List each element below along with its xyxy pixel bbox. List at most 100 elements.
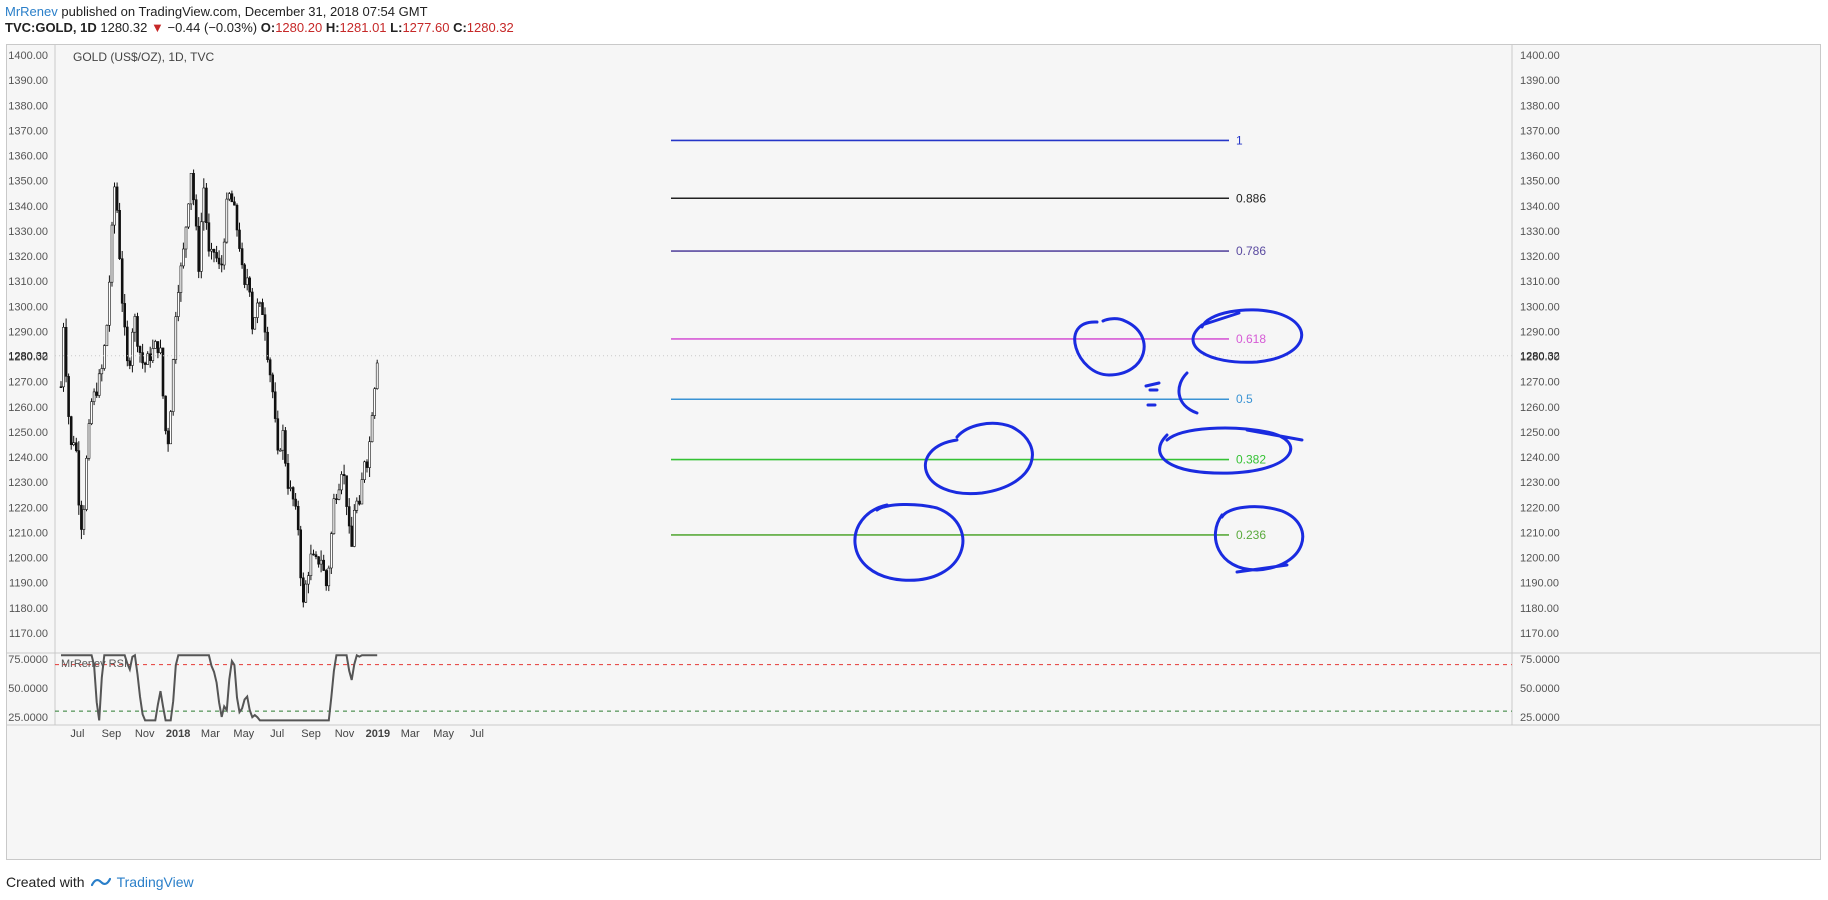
candle-body	[368, 441, 371, 468]
candle-body	[164, 395, 167, 432]
candle-body	[189, 173, 193, 205]
candle-body	[141, 352, 144, 364]
last-price-label-right: 1280.32	[1520, 351, 1560, 363]
y-tick-label-right: 1330.00	[1520, 226, 1560, 238]
candle-body	[355, 500, 359, 511]
candle-body	[105, 324, 109, 346]
x-tick-label: Nov	[135, 728, 155, 740]
y-tick-label-right: 1340.00	[1520, 201, 1560, 213]
y-tick-label-right: 1190.00	[1520, 578, 1559, 590]
candle-body	[72, 442, 75, 446]
candle-body	[151, 348, 155, 361]
candles-group	[59, 169, 379, 608]
y-tick-label-right: 1310.00	[1520, 276, 1560, 288]
tradingview-link[interactable]: TradingView	[116, 874, 194, 890]
y-tick-label-left: 1310.00	[8, 276, 48, 288]
y-tick-label-right: 1380.00	[1520, 100, 1560, 112]
candle-body	[273, 391, 277, 419]
chart-canvas[interactable]: GOLD (US$/OZ), 1D, TVC 1400.00 1400.00 139…	[7, 45, 1820, 859]
fib-level-label: 1	[1236, 133, 1243, 147]
candle-body	[197, 225, 200, 272]
candle-body	[299, 529, 303, 579]
candle-body	[75, 442, 78, 452]
candle-body	[179, 265, 183, 293]
candle-body	[212, 249, 216, 253]
candle-body	[373, 388, 377, 416]
y-tick-label-right: 1360.00	[1520, 151, 1560, 163]
candle-body	[87, 423, 91, 459]
rsi-tick-left: 50.0000	[8, 683, 48, 695]
y-tick-label-left: 1340.00	[8, 201, 48, 213]
candle-body	[69, 416, 73, 446]
candle-body	[335, 498, 338, 501]
candle-body	[154, 341, 157, 349]
candle-body	[358, 500, 361, 505]
y-tick-label-left: 1400.00	[8, 50, 48, 62]
x-tick-label: 2019	[366, 728, 390, 740]
rsi-tick-right: 75.0000	[1520, 654, 1560, 666]
y-tick-label-left: 1390.00	[8, 75, 48, 87]
annotation-circle-high	[1073, 317, 1146, 377]
y-tick-label-right: 1280.00	[1520, 352, 1560, 364]
rsi-line	[61, 653, 378, 722]
x-tick-label: Nov	[335, 728, 355, 740]
symbol-label: TVC:GOLD, 1D	[5, 20, 97, 35]
candle-body	[133, 316, 137, 333]
y-tick-label-left: 1170.00	[9, 628, 48, 640]
candle-body	[332, 498, 336, 535]
candle-body	[138, 346, 142, 353]
candle-body	[296, 505, 300, 531]
y-tick-label-right: 1290.00	[1520, 326, 1560, 338]
candle-body	[202, 187, 206, 223]
candle-body	[97, 373, 101, 396]
candle-body	[215, 252, 218, 259]
candle-body	[291, 487, 295, 500]
y-tick-label-right: 1210.00	[1520, 527, 1560, 539]
y-tick-label-left: 1190.00	[9, 578, 48, 590]
candle-body	[301, 577, 305, 603]
y-tick-label-right: 1390.00	[1520, 75, 1560, 87]
candle-body	[95, 391, 98, 396]
y-tick-label-left: 1260.00	[8, 402, 48, 414]
last-price: 1280.32	[100, 20, 148, 35]
candle-body	[350, 525, 354, 547]
candle-body	[327, 567, 331, 587]
y-tick-label-right: 1240.00	[1520, 452, 1560, 464]
candle-body	[67, 376, 70, 417]
candle-body	[261, 302, 264, 315]
last-price-label-left: 1280.32	[8, 351, 48, 363]
candle-body	[220, 263, 223, 266]
chart-frame[interactable]: GOLD (US$/OZ), 1D, TVC 1400.00 1400.00 139…	[6, 44, 1821, 860]
candle-body	[59, 386, 63, 389]
candle-body	[225, 198, 229, 243]
x-tick-label: May	[233, 728, 254, 740]
candle-body	[230, 193, 234, 203]
chart-background	[7, 45, 1820, 859]
down-arrow-icon: ▼	[150, 20, 164, 35]
candle-body	[146, 353, 149, 365]
y-tick-label-left: 1380.00	[8, 100, 48, 112]
candle-body	[205, 187, 208, 224]
candle-body	[370, 415, 374, 443]
candle-body	[317, 556, 320, 565]
candle-body	[166, 430, 170, 445]
author-link[interactable]: MrRenev	[5, 4, 58, 19]
candle-body	[120, 258, 124, 304]
high-value: 1281.01	[339, 20, 387, 35]
y-tick-label-left: 1300.00	[8, 301, 48, 313]
candle-body	[110, 224, 114, 283]
candle-body	[161, 347, 165, 397]
high-label: H:	[325, 20, 340, 35]
candle-body	[309, 553, 313, 577]
tradingview-logo-icon	[90, 877, 111, 887]
y-tick-label-left: 1220.00	[8, 502, 48, 514]
candle-body	[108, 281, 111, 326]
close-label: C:	[453, 20, 467, 35]
candle-body	[263, 314, 267, 333]
y-tick-label-left: 1370.00	[8, 125, 48, 137]
fib-level-label: 0.786	[1236, 244, 1266, 258]
candle-body	[307, 575, 310, 585]
candle-body	[128, 360, 132, 366]
low-label: L:	[390, 20, 403, 35]
candle-body	[171, 359, 175, 412]
